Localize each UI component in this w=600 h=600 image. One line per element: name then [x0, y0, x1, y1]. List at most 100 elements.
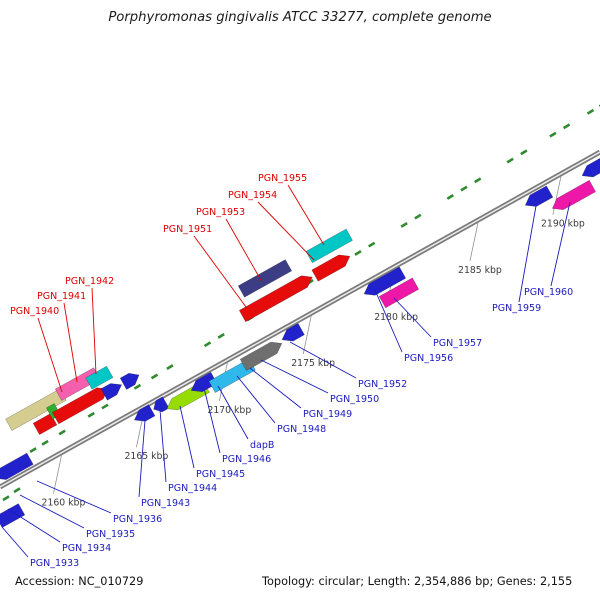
gene-label[interactable]: dapB	[250, 440, 274, 451]
genome-summary-text: Topology: circular; Length: 2,354,886 bp…	[261, 575, 572, 588]
gene-label[interactable]: PGN_1960	[524, 287, 573, 298]
page-title: Porphyromonas gingivalis ATCC 33277, com…	[108, 10, 491, 25]
label-leader-line	[518, 205, 537, 303]
label-leader-line	[393, 297, 432, 338]
gene-glyph[interactable]	[32, 413, 58, 435]
gene-glyph[interactable]	[119, 373, 140, 390]
tick-dot	[586, 108, 595, 115]
ruler-tick-label: 2180 kbp	[374, 312, 418, 323]
label-leader-line	[236, 375, 276, 424]
gene-glyph[interactable]	[378, 277, 420, 309]
tick-dot	[166, 364, 174, 370]
label-leader-line	[289, 341, 357, 379]
gene-label[interactable]: PGN_1954	[228, 190, 277, 201]
label-leader-line	[260, 359, 329, 394]
gene-glyph[interactable]	[134, 404, 156, 422]
gene-label[interactable]: PGN_1946	[222, 454, 271, 465]
ruler-tick-line	[469, 222, 479, 262]
label-leader-line	[203, 387, 221, 454]
gene-glyph[interactable]	[238, 275, 313, 323]
gene-label[interactable]: PGN_1953	[196, 207, 245, 218]
label-leader-line	[217, 385, 249, 440]
gene-label[interactable]: PGN_1942	[65, 276, 114, 287]
gene-label[interactable]: PGN_1959	[492, 303, 541, 314]
ruler-tick-label: 2190 kbp	[541, 219, 585, 230]
gene-glyph[interactable]	[581, 156, 600, 178]
ruler-tick-label: 2165 kbp	[125, 451, 169, 462]
ruler-tick-label: 2160 kbp	[42, 498, 86, 509]
tick-dot	[41, 439, 49, 446]
gene-glyph[interactable]	[153, 396, 170, 413]
tick-dot	[58, 429, 66, 436]
gene-label[interactable]: PGN_1941	[37, 291, 86, 302]
gene-label[interactable]: PGN_1933	[30, 558, 79, 569]
gene-glyph[interactable]	[0, 503, 26, 528]
tick-dot	[400, 221, 408, 228]
label-leader-line	[249, 367, 302, 409]
tick-dot	[354, 250, 362, 256]
gene-glyph[interactable]	[5, 388, 67, 431]
ruler-tick-line	[302, 316, 312, 355]
gene-label[interactable]: PGN_1951	[163, 224, 212, 235]
gene-label[interactable]: PGN_1956	[404, 353, 453, 364]
gene-label[interactable]: PGN_1949	[303, 409, 352, 420]
label-leader-line	[159, 409, 167, 483]
gene-label[interactable]: PGN_1955	[258, 173, 307, 184]
tick-dot	[217, 333, 225, 339]
gene-label[interactable]: PGN_1940	[10, 306, 59, 317]
genome-axis	[0, 149, 600, 490]
ruler-tick-label: 2170 kbp	[207, 405, 251, 416]
label-leader-line	[91, 287, 97, 375]
label-leader-line	[138, 419, 146, 498]
gene-labels: PGN_1933 PGN_1934 PGN_1935 PGN_1936 PGN_1943…	[1, 173, 573, 569]
label-leader-line	[225, 218, 263, 283]
gene-glyph[interactable]	[237, 259, 293, 298]
tick-dot	[367, 241, 376, 248]
tick-dot	[549, 131, 557, 138]
label-leader-line	[287, 184, 325, 246]
tick-dot	[133, 383, 142, 390]
gene-glyph[interactable]	[311, 254, 351, 282]
gene-label[interactable]: PGN_1934	[62, 543, 111, 554]
label-leader-line	[19, 494, 85, 529]
gene-glyph[interactable]	[551, 179, 596, 210]
gene-glyph[interactable]	[305, 228, 353, 264]
label-leader-line	[257, 201, 315, 261]
label-leader-line	[550, 201, 571, 287]
tick-dot	[506, 157, 514, 164]
tick-dot	[414, 213, 422, 220]
tick-dot	[87, 411, 95, 418]
gene-label[interactable]: PGN_1957	[433, 338, 482, 349]
gene-label[interactable]: PGN_1935	[86, 529, 135, 540]
tick-dot	[520, 149, 528, 156]
label-leader-line	[7, 508, 61, 543]
tick-dot	[203, 341, 212, 348]
gene-glyph[interactable]	[0, 452, 34, 480]
gene-glyph[interactable]	[281, 323, 305, 342]
gene-glyph[interactable]	[100, 383, 122, 401]
tick-dot	[2, 495, 10, 502]
ruler-tick-label: 2175 kbp	[291, 358, 335, 369]
gene-glyph[interactable]	[524, 185, 554, 207]
tick-dot	[150, 373, 159, 380]
tick-dot	[562, 123, 571, 130]
gene-label[interactable]: PGN_1952	[358, 379, 407, 390]
gene-glyph[interactable]	[208, 358, 256, 393]
gene-label[interactable]: PGN_1943	[141, 498, 190, 509]
gene-glyph[interactable]	[363, 266, 407, 296]
tick-dot	[101, 403, 109, 410]
gene-label[interactable]: PGN_1944	[168, 483, 217, 494]
gene-label[interactable]: PGN_1950	[330, 394, 379, 405]
gene-label[interactable]: PGN_1948	[277, 424, 326, 435]
ruler-tick-label: 2185 kbp	[458, 265, 502, 276]
tick-dot	[474, 177, 482, 184]
label-leader-line	[37, 317, 63, 393]
genome-axis-groove	[0, 151, 600, 488]
gene-label[interactable]: PGN_1945	[196, 469, 245, 480]
gene-glyph[interactable]	[85, 365, 114, 390]
genes-track	[0, 156, 600, 528]
label-leader-line	[179, 405, 195, 469]
gene-glyph[interactable]	[239, 341, 283, 371]
gene-label[interactable]: PGN_1936	[113, 514, 162, 525]
